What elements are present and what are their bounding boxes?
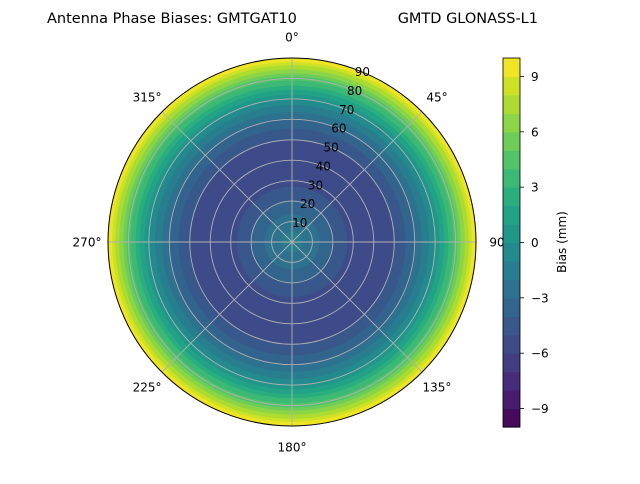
radial-tick-label: 50 bbox=[323, 141, 338, 155]
colorbar-cell bbox=[503, 150, 520, 170]
radial-tick-label: 30 bbox=[308, 178, 323, 192]
colorbar-cell bbox=[503, 113, 520, 133]
radial-tick-label: 90 bbox=[355, 65, 370, 79]
angle-tick-label: 315° bbox=[133, 91, 162, 105]
angular-grid-line bbox=[161, 111, 293, 243]
radial-tick-label: 60 bbox=[331, 122, 346, 136]
colorbar-cell bbox=[503, 94, 520, 114]
radial-tick-label: 20 bbox=[300, 197, 315, 211]
angular-grid-line bbox=[291, 111, 423, 243]
colorbar-tick-label: −3 bbox=[531, 291, 549, 305]
radial-tick-label: 80 bbox=[347, 84, 362, 98]
angle-tick-label: 135° bbox=[423, 380, 452, 394]
colorbar-tick-label: 3 bbox=[531, 181, 539, 195]
angle-tick-label: 0° bbox=[285, 31, 299, 45]
colorbar-label: Bias (mm) bbox=[555, 211, 569, 273]
polar-plot: 10 20 30 40 50 60 70 80 90 0° 45° 90 135° 180° 225° 27… bbox=[73, 31, 505, 455]
angle-tick-label: 270° bbox=[73, 236, 102, 250]
colorbar-cell bbox=[503, 390, 520, 410]
polar-grid bbox=[108, 58, 476, 426]
chart-title-right: GMTD GLONASS-L1 bbox=[398, 11, 538, 27]
colorbar-cell bbox=[503, 205, 520, 225]
colorbar-cell bbox=[503, 334, 520, 354]
colorbar-tick-label: −6 bbox=[531, 347, 549, 361]
radial-tick-label: 10 bbox=[292, 216, 307, 230]
colorbar: 9 6 3 0 −3 −6 −9 Bias (mm) bbox=[502, 57, 569, 428]
colorbar-cell bbox=[503, 58, 520, 78]
colorbar-tick-label: 6 bbox=[531, 125, 539, 139]
colorbar-ticks: 9 6 3 0 −3 −6 −9 bbox=[520, 70, 549, 416]
colorbar-cell bbox=[503, 408, 520, 428]
colorbar-cell bbox=[503, 297, 520, 317]
angle-tick-label: 90 bbox=[489, 236, 504, 250]
colorbar-cell bbox=[503, 260, 520, 280]
polar-frame bbox=[107, 57, 477, 427]
angle-tick-label: 225° bbox=[133, 380, 162, 394]
colorbar-cell bbox=[503, 371, 520, 391]
colorbar-cell bbox=[503, 279, 520, 299]
colorbar-cell bbox=[503, 316, 520, 336]
colorbar-cell bbox=[503, 353, 520, 373]
colorbar-cell bbox=[503, 224, 520, 244]
colorbar-cell bbox=[503, 242, 520, 262]
angular-grid-line bbox=[291, 241, 423, 373]
colorbar-cells bbox=[503, 58, 520, 428]
angle-tick-label: 180° bbox=[278, 441, 307, 455]
colorbar-cell bbox=[503, 187, 520, 207]
radial-tick-labels: 10 20 30 40 50 60 70 80 90 bbox=[292, 65, 370, 230]
angular-grid-line bbox=[161, 241, 293, 373]
colorbar-tick-label: 0 bbox=[531, 236, 539, 250]
angle-tick-labels: 0° 45° 90 135° 180° 225° 270° 315° bbox=[73, 31, 505, 455]
colorbar-tick-label: 9 bbox=[531, 70, 539, 84]
chart-title-left: Antenna Phase Biases: GMTGAT10 bbox=[47, 11, 297, 27]
radial-tick-label: 70 bbox=[339, 103, 354, 117]
colorbar-cell bbox=[503, 131, 520, 151]
radial-tick-label: 40 bbox=[316, 159, 331, 173]
colorbar-cell bbox=[503, 76, 520, 96]
angle-tick-label: 45° bbox=[426, 91, 447, 105]
colorbar-tick-label: −9 bbox=[531, 402, 549, 416]
colorbar-cell bbox=[503, 168, 520, 188]
